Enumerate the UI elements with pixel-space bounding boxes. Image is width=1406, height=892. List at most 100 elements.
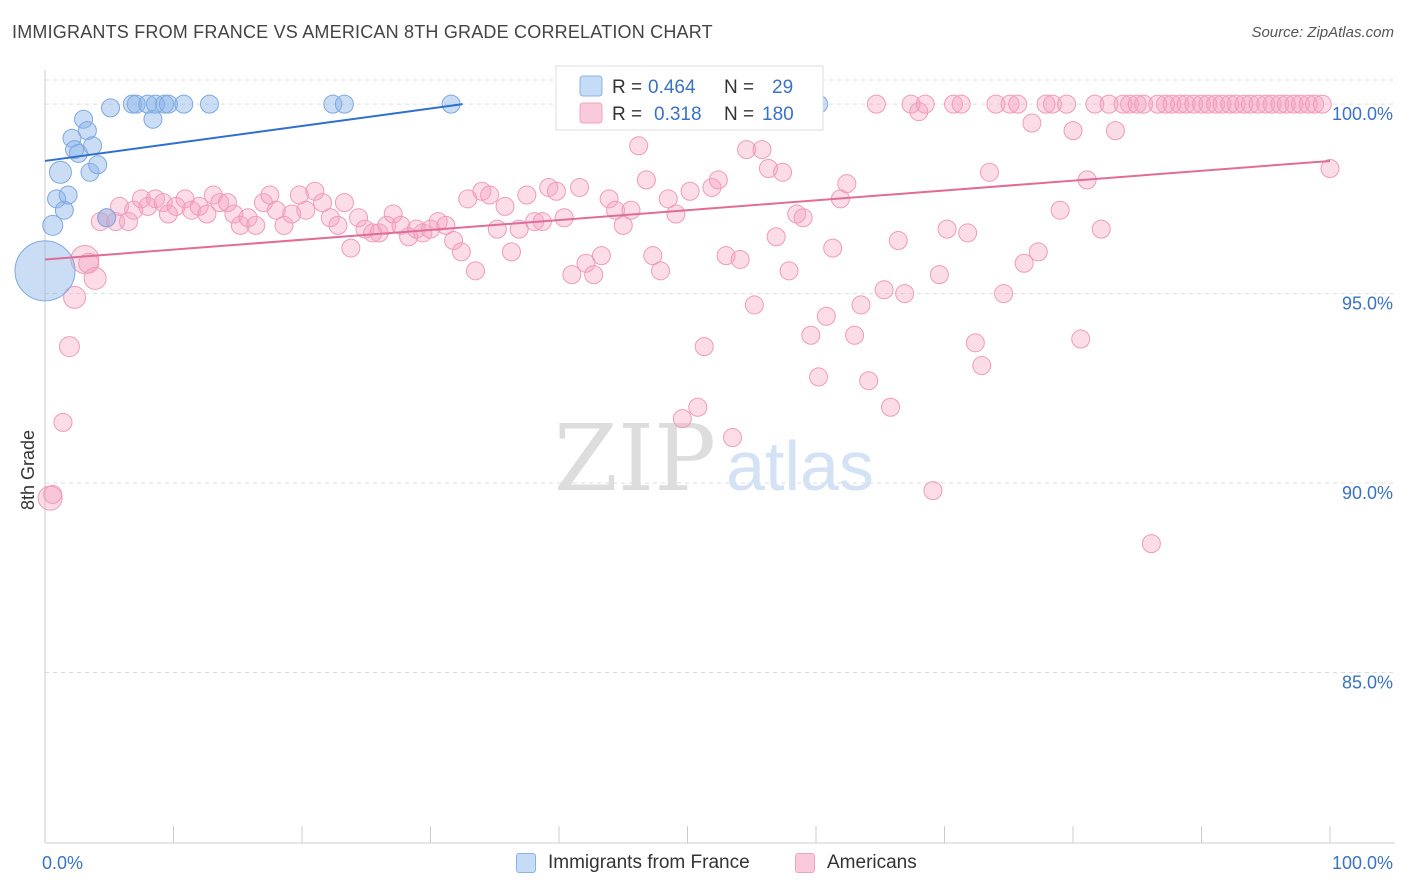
- americans-point-30: [246, 215, 266, 235]
- france-point-25: [323, 94, 343, 114]
- france-point-19: [143, 109, 163, 129]
- americans-point-88: [672, 409, 692, 429]
- y-axis-label: 8th Grade: [18, 430, 38, 510]
- americans-point-171: [1262, 94, 1282, 114]
- americans-point-120: [901, 94, 921, 114]
- americans-point-121: [909, 102, 929, 122]
- americans-point-114: [859, 371, 879, 391]
- americans-point-2: [53, 412, 73, 432]
- americans-point-98: [744, 295, 764, 315]
- americans-point-151: [1120, 94, 1140, 114]
- americans-point-131: [979, 162, 999, 182]
- americans-point-176: [1298, 94, 1318, 114]
- legend-swatch-france: [516, 853, 536, 873]
- americans-point-57: [444, 231, 464, 251]
- trend-lines: [44, 103, 1331, 261]
- americans-point-38: [305, 181, 325, 201]
- americans-point-146: [1085, 94, 1105, 114]
- americans-point-1: [43, 484, 63, 504]
- americans-point-43: [341, 238, 361, 258]
- americans-point-158: [1170, 94, 1190, 114]
- americans-point-82: [629, 136, 649, 156]
- americans-point-153: [1134, 94, 1154, 114]
- americans-point-129: [965, 333, 985, 353]
- americans-point-25: [210, 193, 230, 213]
- watermark: ZIP atlas: [554, 405, 874, 512]
- americans-point-105: [793, 208, 813, 228]
- france-point-13: [88, 155, 108, 175]
- americans-point-163: [1206, 94, 1226, 114]
- americans-point-37: [296, 200, 316, 220]
- americans-point-148: [1099, 94, 1119, 114]
- legend-r-value-1: 0.464: [648, 77, 696, 98]
- france-point-12: [83, 136, 103, 156]
- americans-point-27: [224, 204, 244, 224]
- americans-point-108: [816, 306, 836, 326]
- americans-point-152: [1127, 94, 1147, 114]
- americans-point-28: [230, 215, 250, 235]
- americans-point-140: [1042, 94, 1062, 114]
- americans-point-41: [328, 215, 348, 235]
- france-point-14: [97, 208, 117, 228]
- americans-point-44: [349, 208, 369, 228]
- americans-point-81: [621, 200, 641, 220]
- americans-point-175: [1290, 94, 1310, 114]
- legend-n-label-1: N =: [724, 77, 754, 98]
- americans-point-139: [1036, 94, 1056, 114]
- americans-point-160: [1184, 94, 1204, 114]
- americans-point-170: [1256, 94, 1276, 114]
- americans-point-124: [929, 265, 949, 285]
- americans-point-116: [874, 280, 894, 300]
- americans-point-103: [779, 261, 799, 281]
- americans-point-109: [823, 238, 843, 258]
- americans-point-78: [599, 189, 619, 209]
- chart-title: IMMIGRANTS FROM FRANCE VS AMERICAN 8TH G…: [12, 22, 713, 42]
- legend-label-americans: Americans: [827, 852, 917, 873]
- americans-point-154: [1141, 534, 1161, 554]
- axes: [44, 70, 1395, 844]
- americans-point-95: [722, 428, 742, 448]
- americans-point-128: [958, 223, 978, 243]
- americans-point-91: [694, 337, 714, 357]
- americans-point-62: [480, 185, 500, 205]
- americans-point-132: [986, 94, 1006, 114]
- bottom-legend: Immigrants from France Americans: [0, 852, 1406, 878]
- americans-point-130: [972, 356, 992, 376]
- y-tick-label-3: 100.0%: [1332, 104, 1393, 124]
- france-point-5: [58, 185, 78, 205]
- france-point-15: [101, 98, 121, 118]
- americans-point-144: [1071, 329, 1091, 349]
- americans-point-150: [1113, 94, 1133, 114]
- y-tick-label-0: 85.0%: [1342, 672, 1393, 692]
- americans-point-33: [266, 200, 286, 220]
- americans-point-80: [613, 215, 633, 235]
- americans-point-167: [1234, 94, 1254, 114]
- americans-point-111: [837, 174, 857, 194]
- americans-point-127: [951, 94, 971, 114]
- americans-point-143: [1063, 121, 1083, 141]
- france-point-18: [138, 94, 158, 114]
- stats-legend: R = 0.464 N = 29 R = 0.318 N = 180: [555, 65, 824, 131]
- legend-swatch-blue: [579, 75, 603, 97]
- france-point-1: [42, 214, 64, 236]
- americans-point-117: [881, 397, 901, 417]
- americans-point-168: [1240, 94, 1260, 114]
- y-tick-label-2: 95.0%: [1342, 294, 1393, 314]
- americans-point-60: [465, 261, 485, 281]
- france-point-3: [48, 160, 72, 184]
- americans-point-34: [274, 215, 294, 235]
- americans-point-49: [383, 204, 403, 224]
- americans-point-169: [1248, 94, 1268, 114]
- americans-point-73: [562, 265, 582, 285]
- americans-point-29: [238, 208, 258, 228]
- france-point-17: [126, 94, 146, 114]
- americans-point-97: [737, 140, 757, 160]
- americans-point-123: [923, 481, 943, 501]
- americans-point-66: [509, 219, 529, 239]
- americans-point-92: [702, 177, 722, 197]
- americans-point-96: [730, 249, 750, 269]
- france-point-9: [74, 109, 94, 129]
- source-label: Source: ZipAtlas.com: [1251, 24, 1394, 41]
- americans-point-14: [131, 189, 151, 209]
- france-point-22: [158, 94, 178, 114]
